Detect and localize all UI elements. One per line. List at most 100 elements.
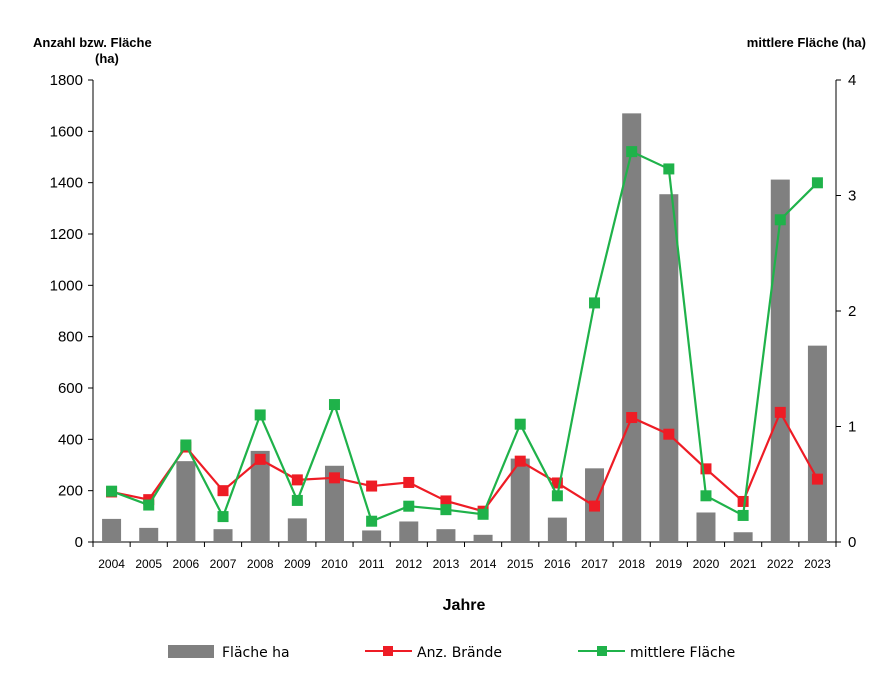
point-mittlere-flaeche [440, 504, 452, 516]
bar-flaeche [622, 113, 642, 542]
point-anz-braende [700, 463, 712, 475]
y-left-tick-label: 1200 [50, 226, 83, 243]
x-tick-label: 2016 [544, 557, 571, 571]
y-left-tick-label: 600 [58, 380, 83, 397]
y-right-tick-label: 0 [848, 534, 856, 551]
x-axis-label: Jahre [443, 597, 486, 614]
legend-bar-swatch [168, 645, 214, 658]
x-tick-label: 2021 [730, 557, 757, 571]
y-right-tick-label: 1 [848, 419, 856, 436]
point-anz-braende [663, 428, 675, 440]
y-right-tick-label: 2 [848, 303, 856, 320]
point-mittlere-flaeche [589, 297, 601, 309]
x-tick-label: 2011 [359, 557, 385, 571]
point-anz-braende [737, 495, 749, 507]
point-mittlere-flaeche [551, 490, 563, 502]
bar-flaeche [139, 527, 159, 542]
point-mittlere-flaeche [700, 490, 712, 502]
bar-series [102, 113, 827, 542]
y-right-title: mittlere Fläche (ha) [747, 35, 866, 50]
point-mittlere-flaeche [366, 515, 378, 527]
point-mittlere-flaeche [291, 494, 303, 506]
point-anz-braende [589, 500, 601, 512]
line-series [106, 146, 823, 527]
point-mittlere-flaeche [180, 439, 192, 451]
legend-label-anz: Anz. Brände [417, 645, 502, 661]
x-tick-label: 2010 [321, 557, 348, 571]
y-left-tick-label: 1000 [50, 277, 83, 294]
bar-flaeche [102, 518, 122, 542]
legend-marker-mittlere [597, 646, 607, 656]
point-anz-braende [811, 473, 823, 485]
bar-flaeche [436, 529, 456, 542]
point-mittlere-flaeche [514, 418, 526, 430]
point-anz-braende [254, 453, 266, 465]
bar-flaeche [696, 512, 716, 542]
x-tick-label: 2006 [173, 557, 200, 571]
line-anz-braende [111, 411, 819, 513]
point-anz-braende [403, 476, 415, 488]
legend-label-mittlere: mittlere Fläche [630, 645, 735, 661]
bar-flaeche [733, 532, 753, 542]
x-tick-label: 2008 [247, 557, 274, 571]
point-mittlere-flaeche [217, 511, 229, 523]
point-mittlere-flaeche [811, 177, 823, 189]
y-left-tick-label: 400 [58, 431, 83, 448]
point-mittlere-flaeche [328, 399, 340, 411]
y-left-tick-label: 200 [58, 483, 83, 500]
point-mittlere-flaeche [737, 509, 749, 521]
legend-marker-anz [383, 646, 393, 656]
bar-flaeche [473, 534, 493, 542]
x-tick-label: 2013 [433, 557, 460, 571]
point-anz-braende [440, 495, 452, 507]
bar-flaeche [807, 345, 827, 542]
x-tick-label: 2014 [470, 557, 497, 571]
point-mittlere-flaeche [106, 485, 118, 497]
point-mittlere-flaeche [774, 214, 786, 226]
point-mittlere-flaeche [477, 508, 489, 520]
axes [88, 79, 841, 547]
legend: Fläche ha Anz. Brände mittlere Fläche [168, 645, 735, 661]
y-right-tick-label: 3 [848, 188, 856, 205]
point-mittlere-flaeche [403, 500, 415, 512]
x-tick-label: 2015 [507, 557, 534, 571]
x-tick-label: 2009 [284, 557, 311, 571]
point-mittlere-flaeche [626, 146, 638, 158]
x-tick-label: 2017 [581, 557, 608, 571]
bar-flaeche [770, 179, 790, 542]
bar-flaeche [213, 529, 233, 542]
y-left-title-line2: (ha) [95, 51, 119, 66]
point-anz-braende [774, 406, 786, 418]
legend-label-flaeche: Fläche ha [222, 645, 290, 661]
point-mittlere-flaeche [143, 499, 155, 511]
point-anz-braende [291, 474, 303, 486]
y-left-tick-label: 1800 [50, 72, 83, 89]
x-tick-label: 2007 [210, 557, 237, 571]
x-tick-label: 2004 [98, 557, 125, 571]
y-left-title-line1: Anzahl bzw. Fläche [33, 35, 152, 50]
tick-labels: 0 200 400 600 800 1000 1200 1400 1600 1800 0 1 2 3 4 20… [50, 72, 857, 571]
y-right-tick-label: 4 [848, 72, 856, 89]
point-anz-braende [366, 480, 378, 492]
x-tick-label: 2019 [655, 557, 682, 571]
point-anz-braende [514, 455, 526, 467]
point-anz-braende [217, 485, 229, 497]
y-left-tick-label: 800 [58, 329, 83, 346]
bar-flaeche [362, 530, 382, 542]
point-anz-braende [551, 477, 563, 489]
bar-flaeche [547, 517, 567, 542]
point-anz-braende [626, 412, 638, 424]
y-left-tick-label: 1400 [50, 175, 83, 192]
x-tick-label: 2005 [135, 557, 162, 571]
point-mittlere-flaeche [663, 163, 675, 175]
bar-flaeche [250, 450, 270, 542]
bar-flaeche [659, 194, 679, 542]
x-tick-label: 2020 [693, 557, 720, 571]
bar-flaeche [399, 521, 419, 542]
point-mittlere-flaeche [254, 409, 266, 421]
x-tick-label: 2018 [618, 557, 645, 571]
point-anz-braende [328, 472, 340, 484]
x-tick-label: 2023 [804, 557, 831, 571]
bar-flaeche [287, 518, 307, 542]
